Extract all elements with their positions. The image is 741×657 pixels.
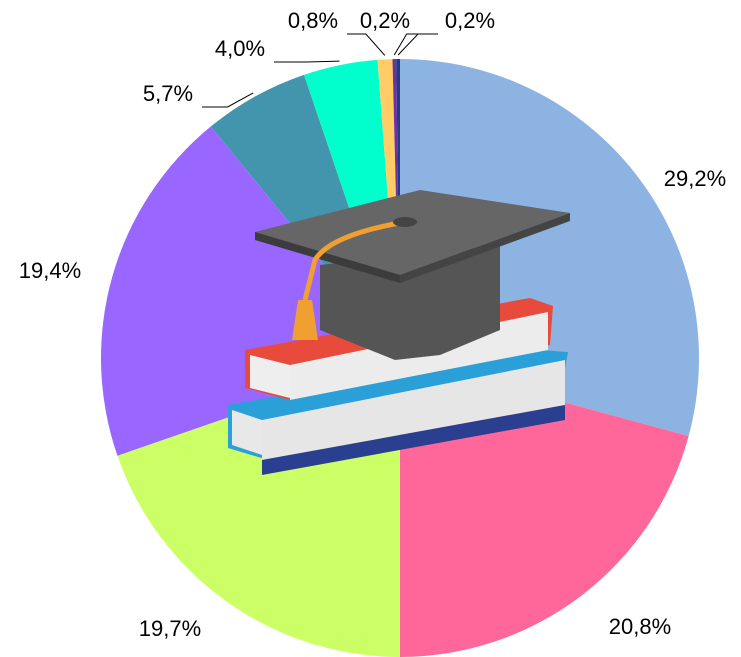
leader-line — [347, 34, 385, 55]
value-label: 4,0% — [215, 36, 265, 61]
value-label: 0,2% — [360, 8, 410, 33]
leader-line — [274, 61, 339, 62]
value-label: 29,2% — [664, 166, 726, 191]
value-label: 19,7% — [139, 616, 201, 641]
value-label: 0,8% — [288, 8, 338, 33]
chart: 29,2% 20,8% 19,7% 19,4% 5,7% 4,0% 0,8% 0,2% 0,2% — [0, 0, 741, 657]
value-label: 19,4% — [19, 258, 81, 283]
value-label: 0,2% — [445, 8, 495, 33]
leader-line — [398, 34, 438, 55]
value-label: 5,7% — [143, 81, 193, 106]
value-label: 20,8% — [609, 614, 671, 639]
